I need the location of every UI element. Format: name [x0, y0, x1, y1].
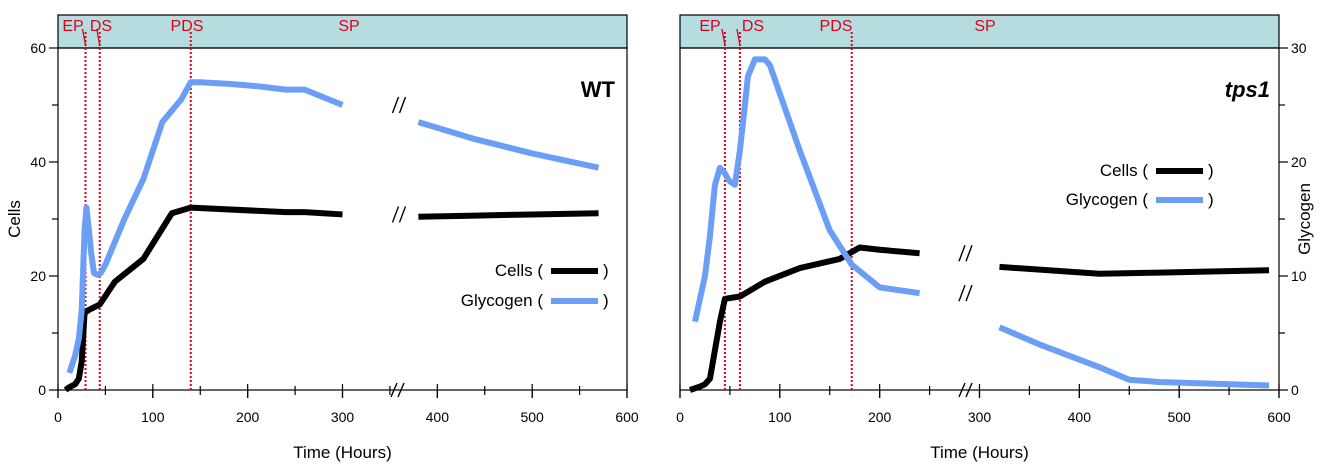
- x-axis-break-mark: [397, 382, 405, 398]
- legend: Cells () Glycogen (): [1066, 161, 1214, 209]
- y-tick-label: 0: [1291, 382, 1299, 398]
- phase-label-ds: DS: [742, 18, 764, 35]
- series-line-cells: [418, 210, 599, 220]
- legend-label-glycogen: Glycogen (: [1066, 190, 1149, 209]
- x-tick-label: 0: [676, 409, 684, 425]
- y-axis-title: Cells: [5, 200, 24, 238]
- series-break-mark: [391, 96, 400, 114]
- series-line-glycogen: [66, 79, 344, 374]
- x-tick-label: 600: [1267, 409, 1291, 425]
- series-break-mark: [958, 244, 966, 262]
- series-break-mark: [391, 206, 400, 223]
- y-tick-label: 20: [30, 268, 46, 284]
- legend-close-paren: ): [1208, 161, 1214, 180]
- x-tick-label: 0: [54, 409, 62, 425]
- y-tick-label: 10: [1291, 268, 1307, 284]
- legend-close-paren: ): [603, 291, 609, 310]
- series-break-mark: [965, 244, 973, 262]
- y-tick-label: 60: [30, 40, 46, 56]
- legend-label-glycogen: Glycogen (: [461, 291, 544, 310]
- y-tick-label: 30: [1291, 40, 1307, 56]
- phase-label-connector: [736, 28, 741, 46]
- x-axis-break-mark: [965, 382, 973, 398]
- x-tick-label: 300: [331, 409, 355, 425]
- y-tick-label: 0: [38, 382, 46, 398]
- legend: Cells () Glycogen (): [461, 261, 609, 310]
- phase-label-connector: [96, 28, 101, 46]
- x-tick-label: 400: [426, 409, 450, 425]
- x-axis-break-mark: [390, 382, 398, 398]
- x-tick-label: 200: [868, 409, 892, 425]
- legend-close-paren: ): [1208, 190, 1214, 209]
- x-axis-break-mark: [958, 382, 966, 398]
- phase-label-sp: SP: [338, 18, 359, 35]
- phase-band: [679, 14, 1280, 49]
- series-break-mark: [958, 284, 966, 302]
- series-line-glycogen: [692, 56, 921, 323]
- plot-frame: [679, 47, 1280, 391]
- x-tick-label: 600: [615, 409, 639, 425]
- panel-label: tps1: [1225, 77, 1270, 102]
- series-line-glycogen: [998, 324, 1270, 389]
- x-tick-label: 100: [141, 409, 165, 425]
- y-tick-label: 40: [30, 154, 46, 170]
- y-tick-label: 20: [1291, 154, 1307, 170]
- series-line-cells: [999, 263, 1270, 277]
- phase-label-sp: SP: [974, 18, 995, 35]
- x-tick-label: 400: [1068, 409, 1092, 425]
- legend-label-cells: Cells (: [1100, 161, 1149, 180]
- x-tick-label: 300: [968, 409, 992, 425]
- series-break-mark: [965, 284, 973, 302]
- phase-band: [57, 14, 628, 49]
- phase-label-ds: DS: [90, 18, 112, 35]
- x-tick-label: 100: [768, 409, 792, 425]
- phase-label-pds: PDS: [171, 18, 204, 35]
- series-break-mark: [398, 96, 407, 114]
- x-axis-title: Time (Hours): [930, 443, 1029, 462]
- x-tick-label: 500: [1167, 409, 1191, 425]
- x-tick-label: 500: [520, 409, 544, 425]
- phase-label-connector: [81, 28, 87, 46]
- series-line-cells: [63, 204, 343, 393]
- phase-label-connector: [721, 28, 726, 46]
- series-break-mark: [398, 206, 407, 223]
- phase-label-ep: EP: [699, 18, 720, 35]
- series-line-cells: [689, 244, 920, 393]
- legend-close-paren: ): [603, 261, 609, 280]
- series-line-glycogen: [417, 119, 600, 171]
- phase-label-ep: EP: [62, 18, 83, 35]
- y-axis-title: Glycogen: [1295, 183, 1314, 255]
- legend-label-cells: Cells (: [495, 261, 544, 280]
- x-tick-label: 200: [236, 409, 260, 425]
- panel-label: WT: [581, 77, 616, 102]
- x-axis-title: Time (Hours): [293, 443, 392, 462]
- phase-label-pds: PDS: [820, 18, 853, 35]
- plot-frame: [57, 47, 628, 391]
